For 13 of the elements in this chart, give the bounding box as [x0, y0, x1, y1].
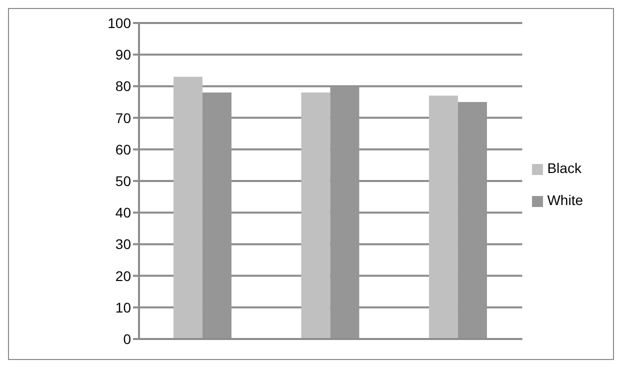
- y-tick-label: 30: [115, 236, 132, 252]
- y-tick-label: 0: [123, 330, 132, 347]
- y-tick-label: 80: [115, 78, 132, 94]
- y-tick-label: 20: [115, 268, 132, 284]
- legend-label: White: [547, 192, 583, 208]
- y-tick-label: 90: [115, 46, 132, 63]
- y-tick-label: 50: [115, 172, 132, 189]
- y-tick-label: 100: [108, 14, 132, 31]
- legend-label: Black: [547, 160, 582, 176]
- y-tick-label: 40: [115, 204, 132, 221]
- y-tick-label: 60: [115, 141, 132, 158]
- y-tick-label: 10: [115, 299, 132, 316]
- y-tick-label: 70: [115, 110, 132, 126]
